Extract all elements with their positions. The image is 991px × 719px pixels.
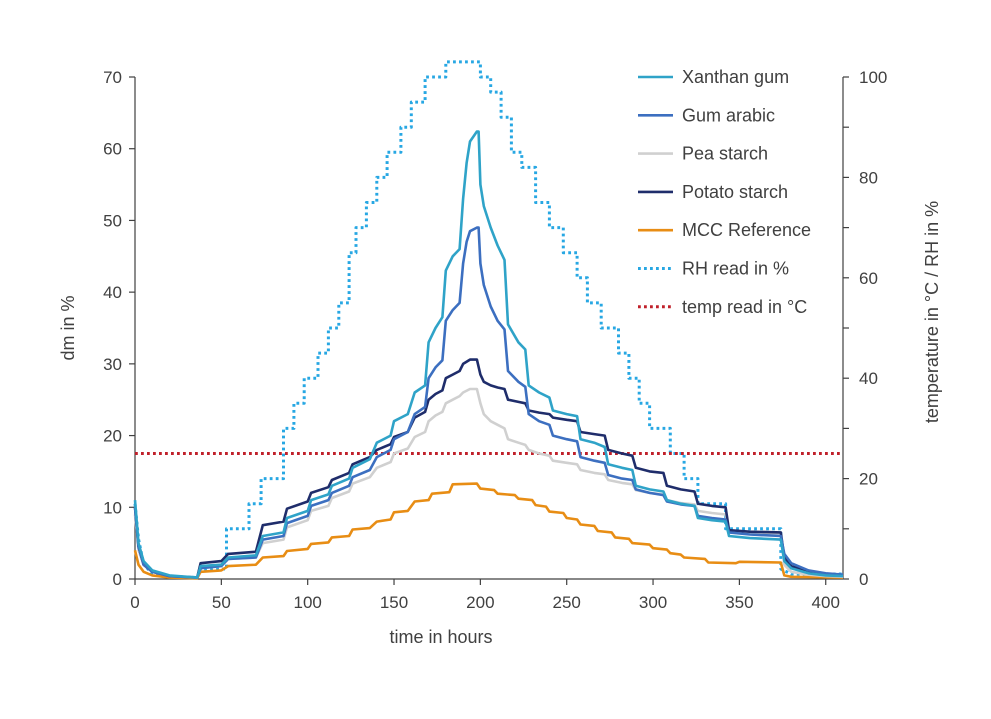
series-line-mcc-reference [133, 482, 844, 580]
x-tick-label: 200 [466, 593, 494, 612]
x-tick-label: 350 [725, 593, 753, 612]
series-line-potato-starch [133, 358, 844, 579]
series-layer [133, 60, 844, 580]
x-tick-label: 250 [553, 593, 581, 612]
y-right-tick-label: 20 [859, 470, 878, 489]
y-right-tick-label: 80 [859, 168, 878, 187]
legend-label: MCC Reference [682, 220, 811, 240]
y-right-tick-label: 60 [859, 269, 878, 288]
y-left-tick-label: 40 [103, 283, 122, 302]
y-left-tick-label: 50 [103, 211, 122, 230]
legend-label: Xanthan gum [682, 67, 789, 87]
legend-label: RH read in % [682, 259, 789, 279]
series-line-pea-starch [133, 387, 844, 579]
y-right-tick-label: 0 [859, 570, 868, 589]
y-left-tick-label: 10 [103, 498, 122, 517]
x-tick-label: 100 [293, 593, 321, 612]
y-left-tick-label: 0 [113, 570, 122, 589]
legend: Xanthan gum Gum arabic Pea starch Potato st… [638, 67, 811, 317]
x-tick-label: 150 [380, 593, 408, 612]
x-tick-label: 400 [812, 593, 840, 612]
y-axis-right-title: temperature in °C / RH in % [922, 201, 942, 423]
ticks-layer: 0 50 100 150 200 250 300 350 400 0 10 20 30 40 50 60 70 0… [103, 68, 887, 612]
series-line-gum-arabic [133, 226, 844, 579]
y-right-tick-label: 40 [859, 369, 878, 388]
legend-label: Potato starch [682, 182, 788, 202]
series-line-rh-read-in [133, 60, 843, 579]
legend-label: Pea starch [682, 144, 768, 164]
y-axis-left-title: dm in % [58, 295, 78, 360]
x-tick-label: 50 [212, 593, 231, 612]
x-axis-title: time in hours [389, 627, 492, 647]
x-tick-label: 300 [639, 593, 667, 612]
y-left-tick-label: 20 [103, 427, 122, 446]
y-left-tick-label: 60 [103, 140, 122, 159]
y-right-tick-label: 100 [859, 68, 887, 87]
y-left-tick-label: 70 [103, 68, 122, 87]
legend-label: Gum arabic [682, 105, 775, 125]
legend-label: temp read in °C [682, 297, 807, 317]
x-tick-label: 0 [130, 593, 139, 612]
y-left-tick-label: 30 [103, 355, 122, 374]
series-line-xanthan-gum [133, 130, 844, 579]
